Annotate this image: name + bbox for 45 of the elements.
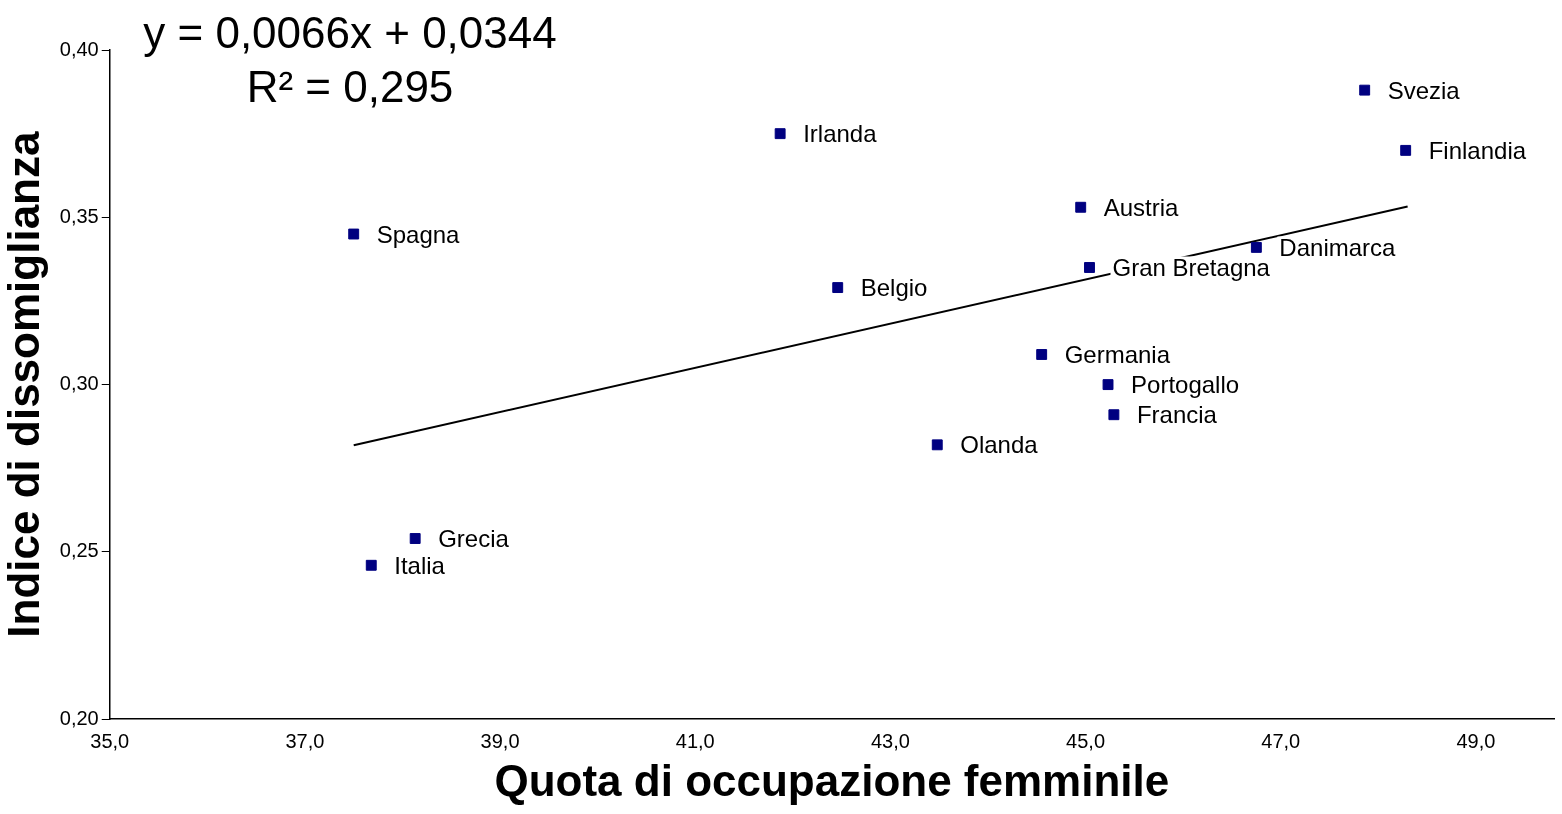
annotation: R² = 0,295 [246,62,454,111]
annotation: Francia [1136,401,1218,429]
y-tick-label: 0,35 [59,204,99,227]
annotation: Danimarca [1279,234,1397,262]
point [1084,262,1095,273]
point [774,128,786,140]
point [1108,409,1120,421]
x-tick-label: 47,0 [1261,729,1301,752]
y-tick-label: 0,30 [59,372,99,395]
annotation: Irlanda [803,120,878,148]
x-tick-label: 45,0 [1066,729,1106,752]
annotation: Svezia [1387,76,1461,104]
annotation: Austria [1103,193,1180,221]
x-tick-label: 49,0 [1456,729,1496,752]
y-tick-label: 0,40 [59,37,99,60]
point [1102,379,1114,391]
x-tick-label: 35,0 [90,729,130,752]
point [365,559,377,571]
annotation: Belgio [860,274,928,302]
annotation: y = 0,0066x + 0,0344 [143,8,557,57]
x-tick-label: 43,0 [870,729,910,752]
point [1400,144,1412,156]
point [1250,241,1262,253]
point [931,439,943,451]
y-tick-label: 0,20 [59,706,99,729]
point [1036,349,1048,360]
annotation: Gran Bretagna [1112,254,1271,282]
x-axis-title: Quota di occupazione femminile [494,755,1170,805]
annotation: Grecia [438,525,510,553]
point [409,533,421,544]
point [1359,84,1371,96]
point [1075,201,1087,213]
annotation: Portogallo [1131,371,1240,399]
annotation: Olanda [960,431,1039,459]
y-tick-label: 0,25 [59,539,99,562]
x-tick-label: 41,0 [675,729,715,752]
point [832,282,844,294]
annotation: Germania [1064,341,1171,369]
annotation: Italia [394,551,446,579]
annotation: Finlandia [1428,137,1527,165]
annotation: Spagna [376,220,461,248]
y-axis-title: Indice di dissomiglianza [0,131,48,638]
x-tick-label: 37,0 [285,729,325,752]
point [348,228,360,240]
x-tick-label: 39,0 [480,729,520,752]
